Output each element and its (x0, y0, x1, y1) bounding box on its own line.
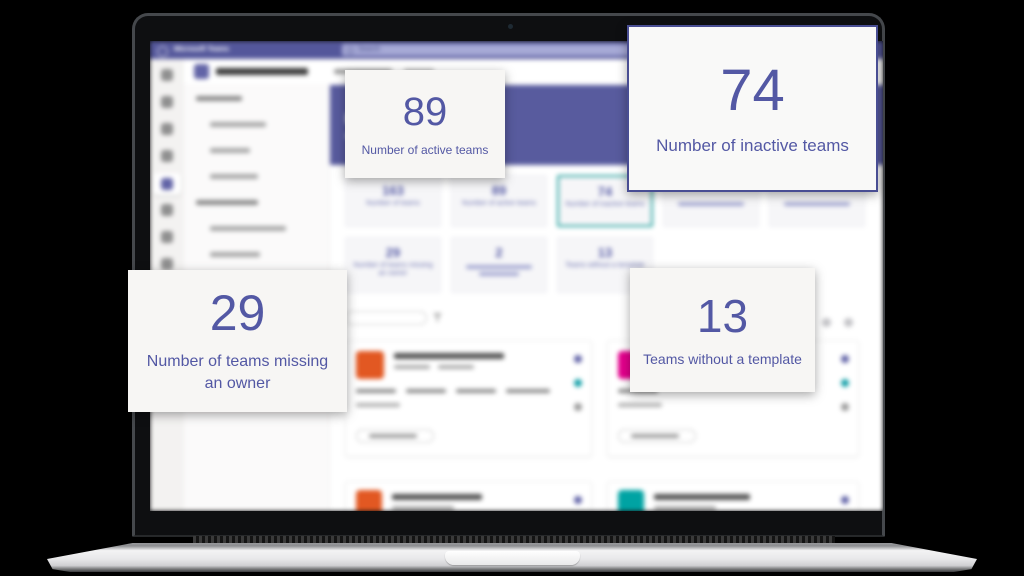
rail-files-icon[interactable] (161, 231, 173, 243)
team-tag (456, 389, 496, 393)
sidebar-group-administration[interactable] (196, 200, 258, 205)
laptop-base (47, 543, 977, 572)
callout-label: Number of active teams (361, 142, 489, 157)
stat-value: 29 (385, 245, 401, 260)
stat-tile-teams-missing-owner[interactable]: 29 Number of teams missing an owner (345, 237, 441, 293)
rail-chat-icon[interactable] (161, 96, 173, 108)
team-filter-search-input[interactable] (345, 311, 427, 325)
waffle-menu-icon[interactable] (157, 46, 168, 57)
sidebar-group-teams[interactable] (196, 96, 242, 101)
sidebar-item[interactable] (210, 252, 260, 257)
sidebar-item[interactable] (210, 148, 250, 153)
team-date (654, 506, 716, 510)
team-name (654, 494, 750, 500)
team-action-label (369, 434, 417, 438)
team-avatar (356, 490, 382, 511)
stat-label: Number of teams missing an owner (353, 262, 433, 277)
stat-tile-active-teams[interactable]: 89 Number of active teams (451, 175, 547, 227)
stat-label: Number of inactive teams (565, 201, 645, 208)
edit-pencil-icon[interactable] (841, 403, 849, 411)
team-name (392, 494, 482, 500)
team-avatar (356, 351, 384, 379)
stat-label (678, 202, 744, 206)
team-date (394, 365, 430, 369)
team-action-label (631, 434, 679, 438)
stat-value: 74 (597, 184, 613, 199)
team-action-button[interactable] (356, 429, 434, 443)
team-status-icon[interactable] (841, 379, 849, 387)
rail-teams-icon[interactable] (161, 123, 173, 135)
stat-value: 163 (382, 183, 404, 198)
stat-label: Number of active teams (462, 200, 536, 207)
team-avatar (618, 490, 644, 511)
governance-rail-icon (161, 178, 173, 190)
team-members-icon[interactable] (574, 355, 582, 363)
rail-more-icon[interactable] (161, 258, 173, 270)
stat-label: Teams without a template (565, 262, 645, 269)
webcam-icon (508, 24, 513, 29)
callout-label: Number of teams missing an owner (146, 352, 329, 392)
app-header-title (216, 68, 308, 75)
team-status-icon[interactable] (574, 379, 582, 387)
edit-pencil-icon[interactable] (574, 403, 582, 411)
search-icon (347, 47, 354, 54)
team-tag (406, 389, 446, 393)
stat-label: Number of teams (366, 200, 420, 207)
team-action-button[interactable] (618, 429, 696, 443)
team-name (394, 353, 504, 359)
callout-value: 89 (402, 89, 448, 134)
sidebar-item[interactable] (210, 226, 286, 231)
stat-label (479, 272, 519, 276)
laptop-lid-notch (445, 551, 580, 565)
callout-active-teams: 89 Number of active teams (345, 70, 505, 178)
callout-label: Teams without a template (643, 351, 802, 367)
sidebar-item[interactable] (210, 174, 258, 179)
rail-calendar-icon[interactable] (161, 150, 173, 162)
team-meta (356, 403, 400, 407)
view-toggle-icon[interactable] (844, 318, 853, 327)
callout-teams-missing-owner: 29 Number of teams missing an owner (128, 270, 347, 412)
stat-tile-teams-no-owner[interactable]: 2 (451, 237, 547, 293)
team-meta (618, 403, 662, 407)
laptop-keyboard-strip (193, 536, 835, 545)
team-card[interactable] (607, 481, 859, 511)
team-tag (356, 389, 396, 393)
stat-value: 13 (597, 245, 613, 260)
stat-tile-inactive-teams-selected[interactable]: 74 Number of inactive teams (557, 175, 653, 227)
governance-app-icon (194, 64, 209, 79)
team-members-icon[interactable] (574, 496, 582, 504)
callout-value: 74 (720, 57, 785, 123)
callout-teams-without-template: 13 Teams without a template (630, 268, 815, 392)
app-title: Microsoft Teams (174, 46, 230, 53)
callout-value: 13 (696, 290, 749, 342)
team-tag (506, 389, 550, 393)
stat-tile-number-of-teams[interactable]: 163 Number of teams (345, 175, 441, 227)
callout-inactive-teams: 74 Number of inactive teams (627, 25, 878, 192)
stat-value: 89 (491, 183, 507, 198)
team-date (392, 506, 454, 510)
view-toggle-icon[interactable] (822, 318, 831, 327)
stat-value: 2 (495, 245, 503, 260)
callout-label: Number of inactive teams (656, 135, 849, 155)
team-members-icon[interactable] (841, 355, 849, 363)
stat-label (784, 202, 850, 206)
callout-value: 29 (209, 284, 266, 341)
rail-calls-icon[interactable] (161, 204, 173, 216)
team-date (438, 365, 474, 369)
team-members-icon[interactable] (841, 496, 849, 504)
rail-selected-app-icon[interactable] (153, 173, 181, 195)
team-card[interactable] (345, 481, 592, 511)
rail-activity-icon[interactable] (161, 69, 173, 81)
team-card[interactable] (345, 340, 592, 457)
filter-icon[interactable] (433, 313, 442, 322)
sidebar-item[interactable] (210, 122, 266, 127)
stat-label (466, 265, 532, 269)
